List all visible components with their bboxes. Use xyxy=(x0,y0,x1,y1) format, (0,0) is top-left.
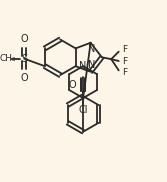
Text: N: N xyxy=(88,44,95,54)
Text: Cl: Cl xyxy=(78,105,88,115)
Text: O: O xyxy=(20,34,28,44)
Text: N: N xyxy=(88,60,95,70)
Text: F: F xyxy=(122,68,127,77)
Text: S: S xyxy=(21,54,27,64)
Text: F: F xyxy=(122,57,127,66)
Text: O: O xyxy=(20,73,28,83)
Text: O: O xyxy=(68,80,76,90)
Text: N: N xyxy=(79,61,87,71)
Text: CH₃: CH₃ xyxy=(0,54,16,63)
Text: F: F xyxy=(122,45,127,54)
